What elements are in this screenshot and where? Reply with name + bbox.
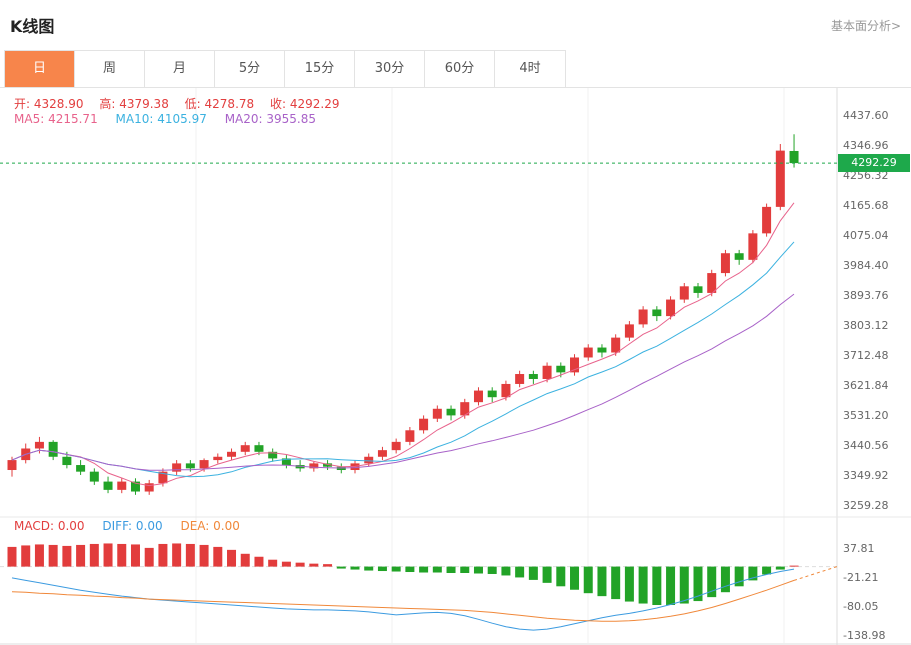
svg-text:3621.84: 3621.84	[843, 379, 889, 392]
current-price-tag: 4292.29	[838, 154, 910, 172]
period-tabbar: 日 周 月 5分 15分 30分 60分 4时	[0, 50, 911, 88]
ma10-line	[11, 241, 795, 478]
main-axis-labels: 4437.60 4346.96 4256.32 4165.68 4075.04 3984.…	[843, 109, 889, 512]
candles	[7, 134, 799, 495]
svg-text:4346.96: 4346.96	[843, 139, 889, 152]
svg-text:4256.32: 4256.32	[843, 169, 889, 182]
svg-text:4165.68: 4165.68	[843, 199, 889, 212]
ma20-line	[11, 293, 795, 471]
macd-axis-labels: 37.81 -21.21 -80.05 -138.98	[843, 542, 885, 642]
tab-15min[interactable]: 15分	[285, 51, 355, 87]
dea-dashed-tail	[793, 566, 838, 581]
tab-60min[interactable]: 60分	[425, 51, 495, 87]
svg-text:3349.92: 3349.92	[843, 469, 889, 482]
tab-4hour[interactable]: 4时	[495, 51, 565, 87]
header: K线图 基本面分析>	[0, 0, 911, 50]
ma5-line	[11, 202, 795, 487]
tab-month[interactable]: 月	[145, 51, 215, 87]
svg-text:3440.56: 3440.56	[843, 439, 889, 452]
svg-text:3803.12: 3803.12	[843, 319, 889, 332]
page-title: K线图	[10, 17, 55, 36]
svg-text:4437.60: 4437.60	[843, 109, 889, 122]
svg-text:3712.48: 3712.48	[843, 349, 889, 362]
svg-text:4075.04: 4075.04	[843, 229, 889, 242]
gridlines	[195, 88, 785, 643]
svg-text:3531.20: 3531.20	[843, 409, 889, 422]
macd-histogram	[7, 543, 799, 606]
kline-chart[interactable]: 4437.60 4346.96 4256.32 4165.68 4075.04 3984.…	[0, 88, 911, 645]
tab-30min[interactable]: 30分	[355, 51, 425, 87]
tab-day[interactable]: 日	[5, 51, 75, 87]
svg-text:3984.40: 3984.40	[843, 259, 889, 272]
svg-text:-21.21: -21.21	[843, 571, 878, 584]
svg-text:-138.98: -138.98	[843, 629, 885, 642]
dea-line	[11, 579, 795, 622]
tab-week[interactable]: 周	[75, 51, 145, 87]
svg-text:-80.05: -80.05	[843, 600, 878, 613]
fundamental-analysis-link[interactable]: 基本面分析>	[830, 18, 901, 33]
chart-area: 4437.60 4346.96 4256.32 4165.68 4075.04 3984.…	[0, 88, 911, 645]
tab-5min[interactable]: 5分	[215, 51, 285, 87]
diff-line	[11, 568, 795, 631]
svg-text:3893.76: 3893.76	[843, 289, 889, 302]
svg-text:3259.28: 3259.28	[843, 499, 889, 512]
svg-text:37.81: 37.81	[843, 542, 875, 555]
period-tabs: 日 周 月 5分 15分 30分 60分 4时	[4, 50, 566, 87]
